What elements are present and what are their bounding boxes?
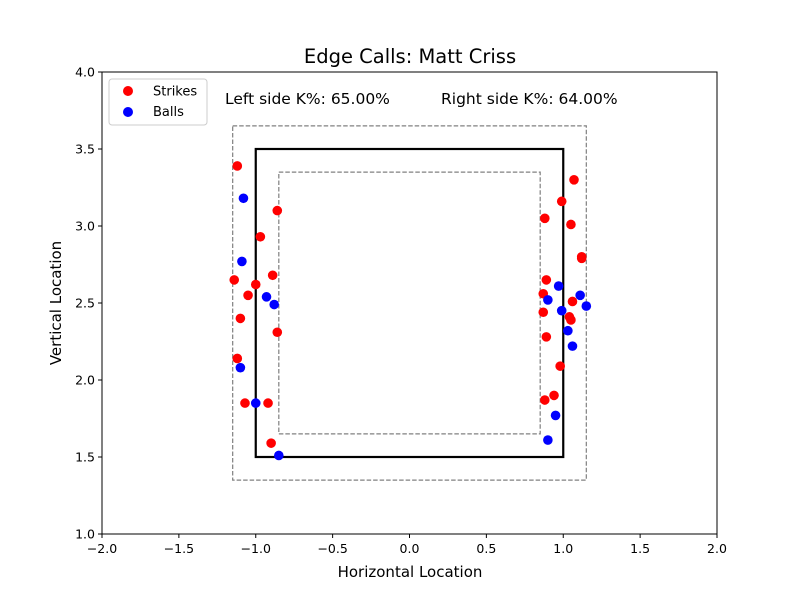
strike-point [569,175,579,185]
legend-label-balls: Balls [153,105,184,120]
ball-point [556,305,567,316]
right-side-k-annotation: Right side K%: 64.00% [441,90,618,108]
strike-point [266,438,276,448]
strike-point [232,353,243,364]
y-tick-label: 2.5 [75,296,95,311]
strike-point [540,213,550,224]
ball-point [235,362,246,373]
ball-point [543,435,553,445]
strike-point [243,290,253,301]
x-tick-label: 0.5 [476,541,496,556]
x-tick-label: 1.0 [553,541,573,556]
y-tick-label: 1.0 [75,527,95,542]
x-tick-label: −1.0 [241,541,271,556]
x-axis-ticks: −2.0 −1.5 −1.0 −0.5 0.0 0.5 1.0 1.5 2.0 [87,534,727,556]
strike-point [240,398,250,408]
y-tick-label: 4.0 [75,65,95,80]
x-tick-label: −1.5 [164,541,194,556]
y-tick-label: 1.5 [75,450,95,465]
chart-title: Edge Calls: Matt Criss [304,45,516,68]
ball-point [550,410,561,421]
ball-point [237,256,247,267]
x-tick-label: 0.0 [400,541,420,556]
x-axis-label: Horizontal Location [338,563,483,581]
x-tick-label: −0.5 [317,541,347,556]
strike-point [538,307,549,318]
strike-point [272,327,283,338]
y-tick-label: 3.0 [75,219,95,234]
strike-point [540,395,550,405]
strike-point [255,231,266,242]
zones-layer [232,125,587,481]
ball-point [238,193,249,204]
y-tick-label: 3.5 [75,142,95,157]
strike-point [272,205,283,216]
legend-label-strikes: Strikes [153,85,197,100]
strike-point [549,390,559,401]
ball-point [575,290,585,301]
strike-point [232,161,243,171]
strike-point [541,275,552,285]
x-tick-label: 2.0 [707,541,727,556]
ball-point [261,292,272,302]
x-tick-label: 1.5 [630,541,650,556]
x-tick-label: −2.0 [87,541,117,556]
legend: Strikes Balls [108,78,208,126]
points-layer [229,161,592,461]
y-axis-ticks: 1.0 1.5 2.0 2.5 3.0 3.5 4.0 [75,65,102,542]
strike-zone [254,147,565,459]
strike-point [555,361,565,371]
plot-area [101,71,718,535]
y-axis-label: Vertical Location [47,241,65,365]
ball-point [553,281,564,291]
inner-zone-boundary [278,171,541,435]
strike-point [235,313,246,324]
strike-point [556,196,567,207]
y-tick-label: 2.0 [75,373,95,388]
ball-point [567,341,578,351]
ball-point [269,299,280,310]
strike-point [541,332,552,342]
legend-marker-strikes [123,86,133,96]
strike-point [566,315,576,325]
strike-point [250,279,261,290]
left-side-k-annotation: Left side K%: 65.00% [225,90,390,108]
ball-point [543,295,553,305]
strike-point [229,275,240,285]
strike-point [567,296,578,307]
ball-point [563,325,573,336]
legend-marker-balls [123,107,133,117]
ball-point [274,450,284,461]
strike-point [263,398,273,408]
legend-box [108,78,208,126]
strike-point [566,219,576,230]
ball-point [581,301,592,311]
strike-point [576,253,587,264]
strike-point [267,270,278,281]
ball-point [250,398,261,408]
